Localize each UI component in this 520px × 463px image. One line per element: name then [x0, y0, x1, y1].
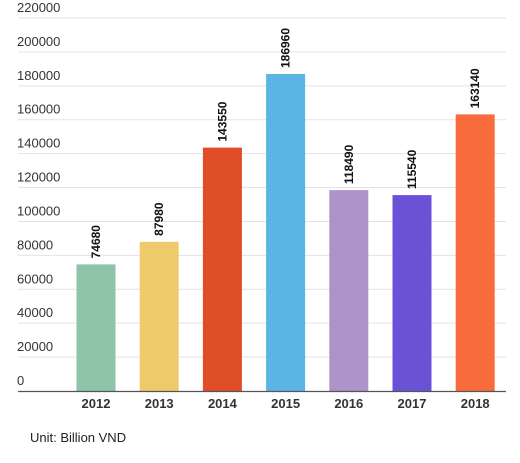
y-tick-label: 80000: [17, 237, 53, 252]
bar-chart: 0 20000 40000 60000 80000 100000 120000 140000 1…: [17, 0, 506, 411]
unit-note: Unit: Billion VND: [30, 430, 127, 445]
data-label-2013: 87980: [152, 202, 166, 236]
x-tick-label-2018: 2018: [461, 396, 490, 411]
x-tick-label-2014: 2014: [208, 396, 238, 411]
data-label-2015: 186960: [279, 28, 293, 68]
data-label-2016: 118490: [342, 144, 356, 184]
y-tick-label: 60000: [17, 271, 53, 286]
y-tick-label: 140000: [17, 136, 60, 151]
y-tick-label: 20000: [17, 339, 53, 354]
y-tick-label: 100000: [17, 203, 60, 218]
x-tick-label-2017: 2017: [398, 396, 427, 411]
data-label-2018: 163140: [468, 68, 482, 108]
data-label-2017: 115540: [405, 149, 419, 189]
x-tick-label-2015: 2015: [271, 396, 300, 411]
y-tick-label: 40000: [17, 305, 53, 320]
data-label-2014: 143550: [215, 101, 229, 141]
y-axis-tick-labels: 0 20000 40000 60000 80000 100000 120000 140000 1…: [17, 0, 60, 388]
y-tick-label: 180000: [17, 68, 60, 83]
bars: [76, 74, 495, 391]
x-tick-label-2012: 2012: [82, 396, 111, 411]
bar-2016: [329, 190, 369, 391]
x-tick-label-2016: 2016: [334, 396, 363, 411]
y-tick-label: 120000: [17, 170, 60, 185]
bar-2018: [455, 114, 495, 391]
data-label-2012: 74680: [89, 225, 103, 259]
y-tick-label: 160000: [17, 102, 60, 117]
bar-2012: [76, 264, 116, 391]
data-labels: 74680 87980 143550 186960 118490 115540 163140: [89, 28, 482, 259]
y-tick-label: 220000: [17, 0, 60, 15]
bar-2013: [139, 241, 179, 391]
bar-2017: [392, 195, 432, 391]
x-axis-labels: 2012 2013 2014 2015 2016 2017 2018: [82, 396, 490, 411]
bar-2014: [202, 147, 242, 391]
x-tick-label-2013: 2013: [145, 396, 174, 411]
bar-2015: [266, 74, 306, 391]
y-tick-label: 0: [17, 373, 24, 388]
y-tick-label: 200000: [17, 34, 60, 49]
